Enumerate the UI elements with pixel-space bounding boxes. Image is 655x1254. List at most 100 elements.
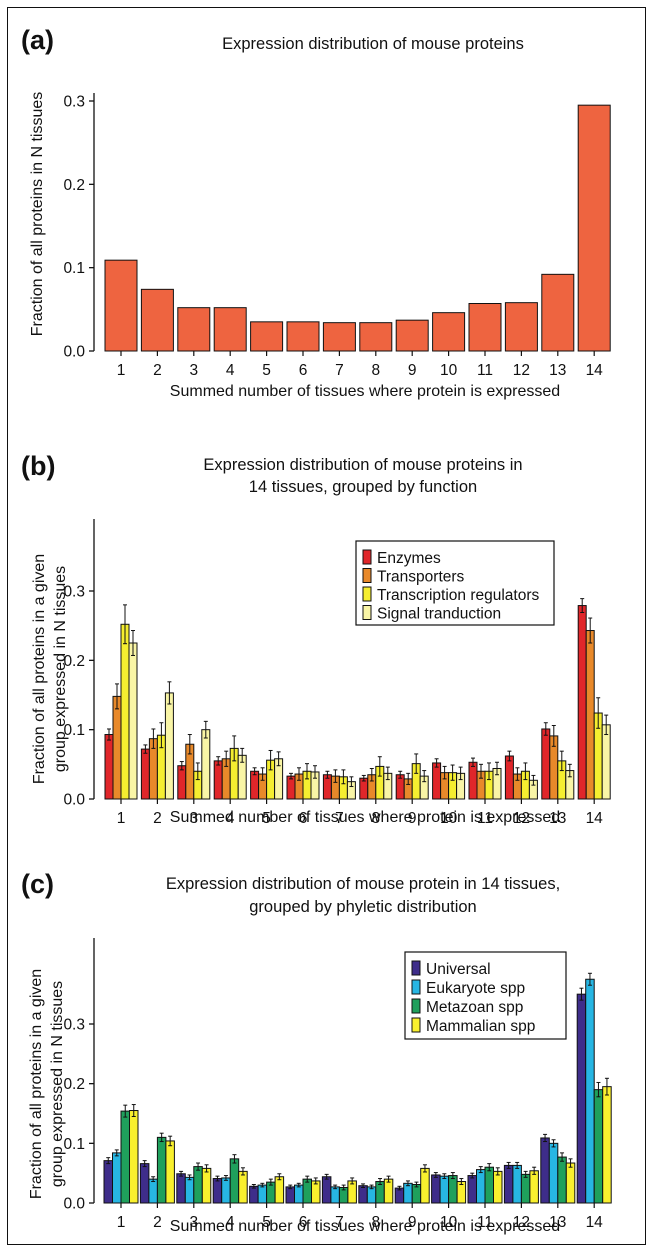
panel-b-legend-label: Signal tranduction [377,606,501,623]
panel-b-ylabel-line2: group expressed in N tissues [52,566,69,772]
panel-a-bar [250,321,284,352]
panel-c-bar [585,978,595,1204]
panel-c-bar [201,1167,212,1204]
panel-a-xlabel: Summed number of tissues where protein i… [170,383,560,400]
panel-b-bar [112,695,122,800]
panel-a-xtick-label: 5 [262,362,271,379]
panel-b-legend-swatch [362,586,372,602]
panel-c-legend-label: Mammalian spp [426,1018,535,1035]
panel-c-bar [285,1186,295,1204]
panel-b-xtick-label: 9 [408,810,417,827]
panel-a-xtick-label: 3 [189,362,198,379]
panel-b-bar [468,761,478,800]
panel-b-xtick-label: 7 [335,810,344,827]
panel-c-bar [484,1166,494,1204]
panel-c-chart: 0.00.10.20.31 2 3 4 5 6 7 8 9 10 11 12 13 14Universal… [63,938,612,1231]
panel-c-legend: Universal Eukaryote spp Metazoan spp Mammal… [404,951,567,1040]
panel-a-xtick-label: 11 [477,362,493,379]
panel-a-bar [177,307,211,352]
panel-b-bar [201,729,211,800]
panel-b-xtick-label: 4 [226,810,235,827]
panel-a-xtick-label: 4 [226,362,235,379]
panel-a-bar [140,288,174,352]
panel-c-bar [439,1175,450,1204]
panel-c-bar [212,1178,223,1204]
panel-b-legend-label: Transcription regulators [377,587,539,604]
panel-a-letter: (a) [21,25,54,55]
panel-b-legend-swatch [362,549,372,565]
panel-c-legend-box [404,951,567,1040]
panel-a-bar [577,104,611,352]
panel-c-bar [448,1175,458,1204]
panel-c-bar [302,1178,312,1204]
panel-b-xtick-label: 5 [262,810,271,827]
panel-c-legend-label: Eukaryote spp [426,980,525,997]
panel-c-bar [467,1175,477,1204]
panel-c-bar [221,1177,231,1204]
panel-a-xtick-label: 12 [513,362,530,379]
panel-c-ytick-label: 0.3 [63,1017,85,1034]
panel-a-xtick-label: 13 [549,362,566,379]
panel-c-bar [431,1174,441,1204]
panel-c-xtick-label: 5 [262,1214,271,1231]
panel-b-bar [213,760,223,800]
panel-c-bar [420,1167,430,1204]
panel-a-xtick-label: 14 [586,362,604,379]
panel-c-bar [229,1158,240,1204]
panel-a-bar [322,322,356,352]
panel-c-bar [120,1110,130,1204]
panel-c-xtick-label: 13 [549,1214,566,1231]
panel-c-ylabel-line1: Fraction of all proteins in a given [28,969,45,1199]
panel-c-bar [520,1173,531,1204]
panel-a-bar [468,303,502,352]
panel-c-bar [112,1152,122,1204]
panel-c-bar [358,1185,368,1204]
panel-c-bar [294,1184,304,1204]
panel-c-xtick-label: 8 [371,1214,380,1231]
panel-b-xtick-label: 14 [586,810,604,827]
panel-b-xtick-label: 13 [549,810,566,827]
panel-c-bar [176,1173,186,1204]
panel-c-bar [238,1170,248,1204]
panel-a-bar [359,322,393,352]
panel-b-xtick-label: 2 [153,810,162,827]
panel-c-xtick-label: 9 [408,1214,417,1231]
panel-c-legend-label: Metazoan spp [426,999,523,1016]
panel-c-legend-swatch [411,979,421,995]
panel-c-xtick-label: 4 [226,1214,235,1231]
panel-b-chart: 0.00.10.20.31 2 3 4 5 6 7 8 9 10 11 12 13 14EnzymesTr… [63,519,611,827]
panel-c-xtick-label: 6 [299,1214,308,1231]
panel-b-xtick-label: 3 [189,810,198,827]
panel-c-xtick-label: 1 [117,1214,126,1231]
panel-b-bar [541,728,551,800]
panel-b-bar [585,630,595,800]
panel-c-bar [257,1184,268,1204]
panel-c-bar [156,1136,167,1204]
panel-a-ytick-label: 0.3 [63,94,85,111]
panel-b-bar [601,724,611,800]
panel-c-bar [593,1089,604,1204]
panel-b-xtick-label: 12 [513,810,530,827]
panel-c-xtick-label: 2 [153,1214,162,1231]
panel-c-title-line2: grouped by phyletic distribution [249,898,476,916]
panel-c-bar [503,1164,514,1204]
panel-a-bar [395,319,429,352]
panel-a-bar [104,259,138,352]
panel-c-xtick-label: 10 [440,1214,458,1231]
panel-a-title: Expression distribution of mouse protein… [222,35,524,53]
panel-c-legend-label: Universal [426,961,491,978]
panel-c-xtick-label: 11 [477,1214,493,1231]
panel-c-bar [103,1160,113,1204]
panel-c-bar [540,1137,550,1204]
panel-b-ytick-label: 0.1 [63,722,85,739]
panel-b-legend-label: Transporters [377,569,465,586]
panel-c-bar [193,1166,203,1204]
panel-c-ytick-label: 0.1 [63,1136,85,1153]
panel-c-bar [383,1178,394,1204]
panel-a-bar [432,312,466,352]
panel-b-bar [250,770,260,800]
panel-c-bar [249,1185,259,1204]
panel-a-xtick-label: 2 [153,362,162,379]
panel-b-bar [432,762,442,800]
panel-c-ytick-label: 0.0 [63,1196,85,1213]
